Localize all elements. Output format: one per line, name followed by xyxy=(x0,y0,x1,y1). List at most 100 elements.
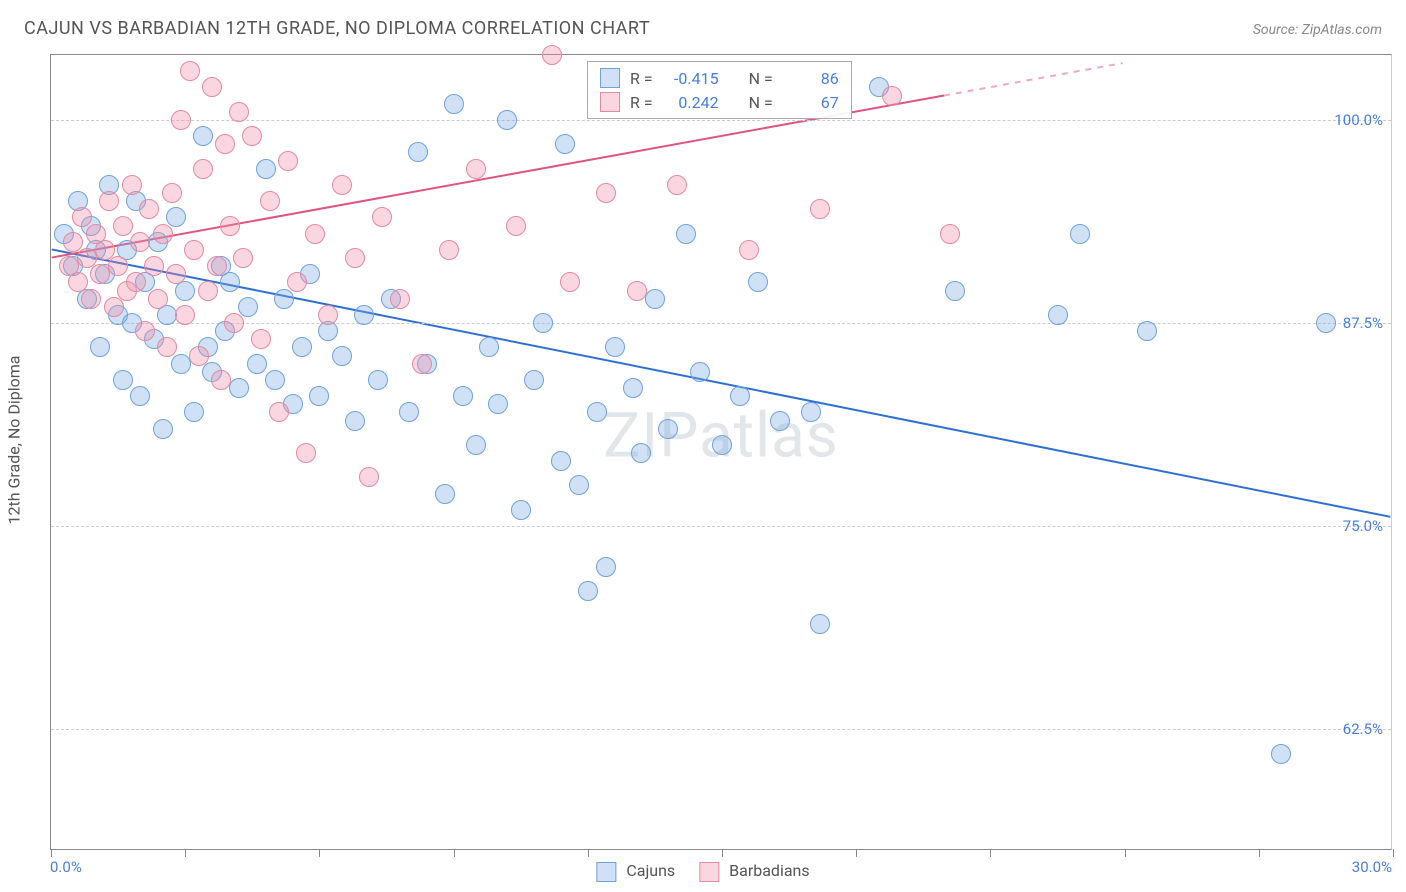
scatter-point xyxy=(220,216,240,236)
scatter-point xyxy=(354,305,374,325)
scatter-point xyxy=(945,281,965,301)
stat-r-value: 0.242 xyxy=(663,93,719,112)
scatter-point xyxy=(690,362,710,382)
scatter-point xyxy=(180,61,200,81)
scatter-point xyxy=(130,386,150,406)
gridline-h xyxy=(51,323,1391,324)
scatter-point xyxy=(135,321,155,341)
legend-label: Cajuns xyxy=(626,861,675,880)
scatter-point xyxy=(189,346,209,366)
scatter-point xyxy=(739,240,759,260)
scatter-point xyxy=(748,272,768,292)
gridline-h xyxy=(51,729,1391,730)
scatter-point xyxy=(466,159,486,179)
scatter-point xyxy=(238,297,258,317)
scatter-point xyxy=(412,354,432,374)
scatter-point xyxy=(712,435,732,455)
legend: Cajuns Barbadians xyxy=(596,861,809,882)
scatter-point xyxy=(533,313,553,333)
scatter-point xyxy=(408,142,428,162)
stat-label: R = xyxy=(630,69,653,88)
scatter-point xyxy=(332,346,352,366)
stat-swatch-barbadians xyxy=(600,92,620,112)
scatter-point xyxy=(658,419,678,439)
scatter-point xyxy=(332,175,352,195)
x-tick xyxy=(1125,849,1126,857)
scatter-point xyxy=(153,224,173,244)
scatter-point xyxy=(479,337,499,357)
scatter-point xyxy=(488,394,508,414)
scatter-point xyxy=(198,281,218,301)
scatter-point xyxy=(770,411,790,431)
scatter-point xyxy=(569,475,589,495)
scatter-point xyxy=(224,313,244,333)
scatter-point xyxy=(113,216,133,236)
scatter-point xyxy=(269,402,289,422)
stat-row-barbadians: R = 0.242 N = 67 xyxy=(600,90,839,114)
x-tick xyxy=(588,849,589,857)
stat-label: R = xyxy=(630,93,653,112)
scatter-point xyxy=(99,191,119,211)
scatter-point xyxy=(318,305,338,325)
scatter-point xyxy=(193,159,213,179)
x-tick xyxy=(454,849,455,857)
scatter-point xyxy=(1137,321,1157,341)
scatter-point xyxy=(810,614,830,634)
scatter-point xyxy=(444,94,464,114)
scatter-point xyxy=(345,248,365,268)
x-axis-min-label: 0.0% xyxy=(50,858,82,876)
scatter-point xyxy=(435,484,455,504)
scatter-point xyxy=(211,370,231,390)
scatter-point xyxy=(90,337,110,357)
gridline-h xyxy=(51,120,1391,121)
scatter-point xyxy=(247,354,267,374)
scatter-point xyxy=(171,110,191,130)
legend-swatch-cajuns xyxy=(596,862,616,882)
scatter-point xyxy=(153,419,173,439)
scatter-point xyxy=(730,386,750,406)
scatter-point xyxy=(233,248,253,268)
scatter-point xyxy=(278,151,298,171)
scatter-point xyxy=(439,240,459,260)
scatter-point xyxy=(623,378,643,398)
scatter-point xyxy=(511,500,531,520)
scatter-point xyxy=(242,126,262,146)
scatter-point xyxy=(1048,305,1068,325)
x-tick xyxy=(51,849,52,857)
scatter-point xyxy=(184,240,204,260)
stat-row-cajuns: R = -0.415 N = 86 xyxy=(600,66,839,90)
y-tick-label: 87.5% xyxy=(1343,314,1383,332)
scatter-point xyxy=(113,370,133,390)
scatter-point xyxy=(162,183,182,203)
scatter-point xyxy=(578,581,598,601)
x-tick xyxy=(722,849,723,857)
scatter-point xyxy=(587,402,607,422)
scatter-point xyxy=(305,224,325,244)
scatter-point xyxy=(130,232,150,252)
scatter-point xyxy=(256,159,276,179)
chart-area: ZIPatlas 62.5%75.0%87.5%100.0% R = -0.41… xyxy=(50,54,1392,850)
x-tick xyxy=(185,849,186,857)
x-axis-max-label: 30.0% xyxy=(1352,858,1392,876)
scatter-point xyxy=(390,289,410,309)
scatter-point xyxy=(631,443,651,463)
scatter-point xyxy=(220,272,240,292)
stat-n-value: 67 xyxy=(783,93,839,112)
scatter-point xyxy=(166,207,186,227)
legend-item-barbadians: Barbadians xyxy=(699,861,809,882)
x-tick xyxy=(1393,849,1394,857)
scatter-point xyxy=(157,337,177,357)
scatter-point xyxy=(810,199,830,219)
legend-swatch-barbadians xyxy=(699,862,719,882)
scatter-point xyxy=(148,289,168,309)
scatter-point xyxy=(359,467,379,487)
scatter-point xyxy=(667,175,687,195)
scatter-point xyxy=(81,289,101,309)
scatter-point xyxy=(144,256,164,276)
gridline-h xyxy=(51,526,1391,527)
x-tick xyxy=(1259,849,1260,857)
legend-label: Barbadians xyxy=(729,861,810,880)
scatter-point xyxy=(175,305,195,325)
scatter-point xyxy=(506,216,526,236)
stat-n-value: 86 xyxy=(783,69,839,88)
